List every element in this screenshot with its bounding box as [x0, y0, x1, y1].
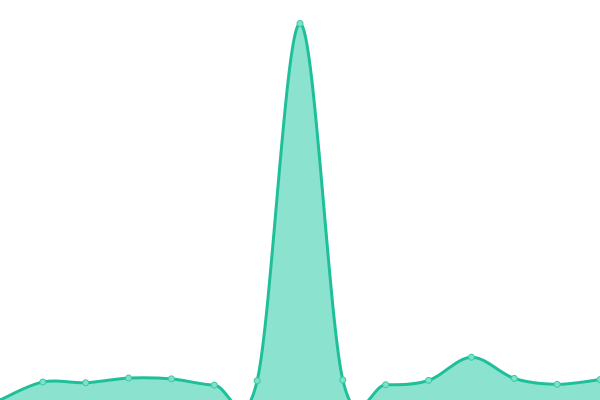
data-points — [39, 20, 600, 389]
data-point[interactable] — [339, 376, 347, 384]
data-point[interactable] — [467, 353, 475, 361]
data-point[interactable] — [82, 379, 90, 387]
data-point[interactable] — [39, 378, 47, 386]
data-point[interactable] — [510, 374, 518, 382]
data-point[interactable] — [210, 381, 218, 389]
data-point[interactable] — [253, 377, 261, 385]
area-fill — [0, 23, 600, 400]
data-point[interactable] — [553, 380, 561, 388]
data-point[interactable] — [596, 376, 600, 384]
data-point[interactable] — [167, 375, 175, 383]
data-point[interactable] — [425, 376, 433, 384]
data-point[interactable] — [125, 374, 133, 382]
data-point[interactable] — [296, 20, 304, 28]
data-point[interactable] — [382, 381, 390, 389]
